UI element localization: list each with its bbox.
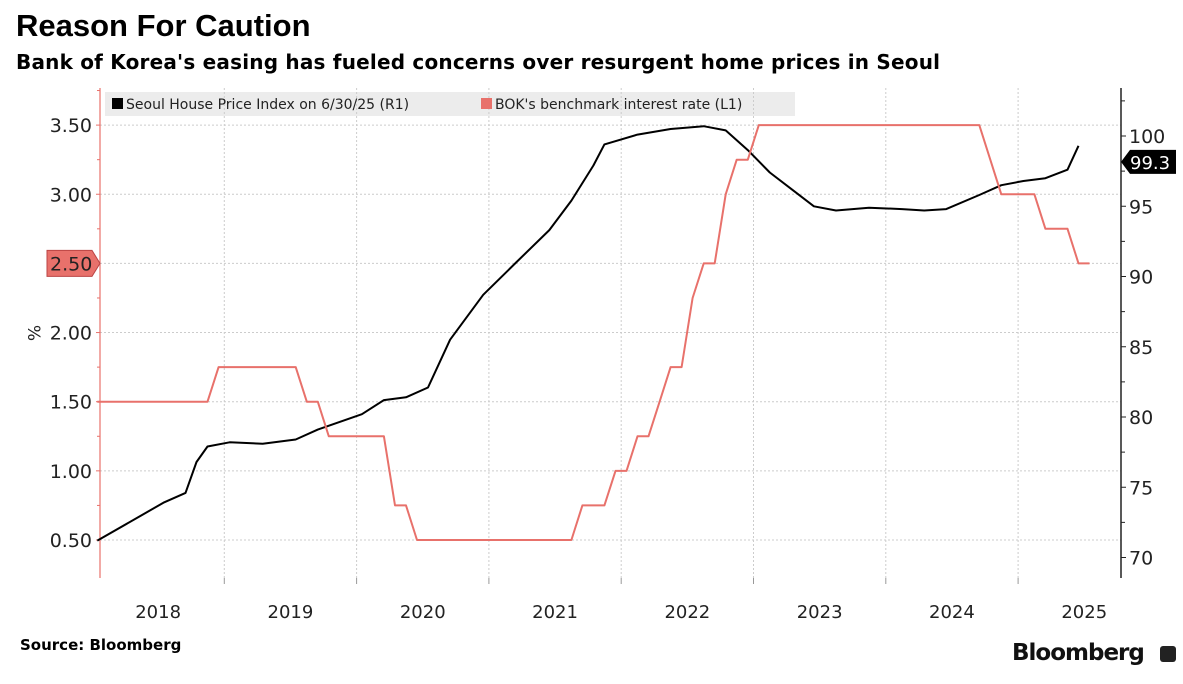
left-axis-tick-label: 2.00 <box>50 323 92 345</box>
x-axis-tick-label: 2025 <box>1061 602 1107 623</box>
legend-swatch-bok-rate <box>481 98 492 109</box>
brand-logo: Bloomberg <box>1012 640 1145 666</box>
right-axis-tick-label: 95 <box>1129 196 1153 218</box>
right-axis-tick-label: 80 <box>1129 407 1153 429</box>
legend-swatch-house-price-index <box>112 98 123 109</box>
last-value-label-house-price-index: 99.3 <box>1130 153 1170 174</box>
legend-label-house-price-index: Seoul House Price Index on 6/30/25 (R1) <box>126 97 409 113</box>
x-axis-tick-label: 2020 <box>400 602 446 623</box>
left-axis-tick-label: 1.50 <box>50 392 92 414</box>
left-axis-tick-label: 0.50 <box>50 530 92 552</box>
x-axis-tick-label: 2021 <box>532 602 578 623</box>
right-axis-tick-label: 90 <box>1129 267 1153 289</box>
series-line-house-price-index <box>96 125 1080 542</box>
x-axis-tick-label: 2023 <box>797 602 843 623</box>
chart-title: Reason For Caution <box>16 8 311 43</box>
last-value-label-bok-rate: 2.50 <box>50 253 92 275</box>
bloomberg-chart-icon <box>1160 646 1176 662</box>
x-axis-tick-label: 2024 <box>929 602 975 623</box>
right-axis-tick-label: 75 <box>1129 477 1153 499</box>
x-axis-tick-label: 2018 <box>135 602 181 623</box>
left-axis-tick-label: 3.00 <box>50 184 92 206</box>
source-note: Source: Bloomberg <box>20 636 182 654</box>
last-value-callout-bok-rate <box>46 249 101 277</box>
legend-background <box>105 92 795 116</box>
right-axis-tick-label: 70 <box>1129 548 1153 570</box>
last-value-callout-house-price-index <box>1121 149 1176 174</box>
chart-subtitle: Bank of Korea's easing has fueled concer… <box>16 50 941 74</box>
right-axis-tick-label: 85 <box>1129 337 1153 359</box>
right-axis-tick-label: 100 <box>1129 126 1165 148</box>
x-axis-tick-label: 2019 <box>268 602 314 623</box>
left-axis-tick-label: 3.50 <box>50 115 92 137</box>
series-line-bok-rate <box>97 124 1090 541</box>
legend-label-bok-rate: BOK's benchmark interest rate (L1) <box>495 97 742 113</box>
left-axis-label: % <box>23 325 43 341</box>
left-axis-tick-label: 1.00 <box>50 461 92 483</box>
x-axis-tick-label: 2022 <box>664 602 710 623</box>
